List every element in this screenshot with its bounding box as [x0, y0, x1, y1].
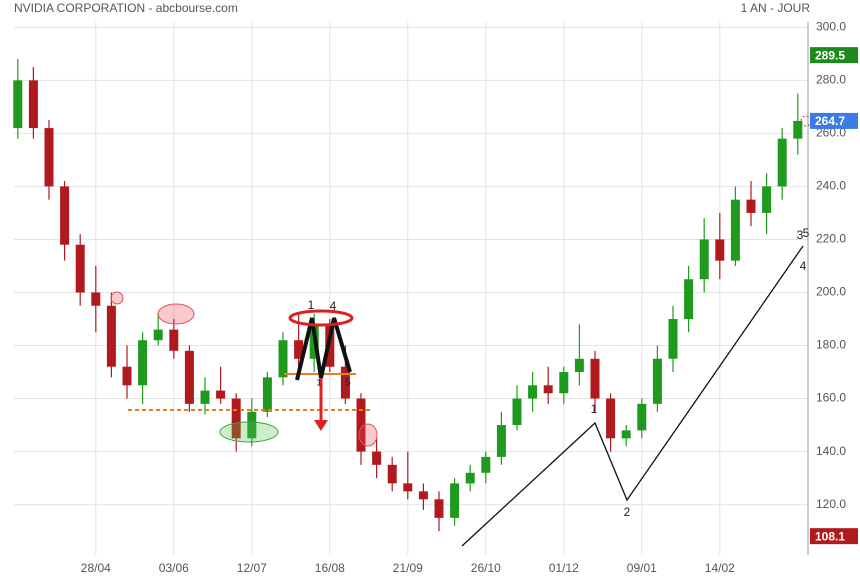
- y-tick-label: 220.0: [816, 232, 846, 246]
- chart-title: NVIDIA CORPORATION - abcbourse.com: [14, 1, 238, 15]
- candle-body: [247, 411, 257, 439]
- candle-body: [590, 358, 600, 399]
- last-marker: [800, 115, 812, 127]
- candle-body: [652, 358, 662, 404]
- price-badge-label: 264.7: [815, 114, 845, 128]
- annotation: 1: [316, 377, 321, 387]
- candle-body: [28, 80, 38, 129]
- candle-body: [465, 472, 475, 484]
- x-tick-label: 03/06: [159, 561, 189, 575]
- y-tick-label: 300.0: [816, 19, 846, 33]
- x-tick-label: 01/12: [549, 561, 579, 575]
- candle-body: [746, 199, 756, 213]
- candle-body: [372, 451, 382, 465]
- candle-body: [356, 398, 366, 452]
- y-tick-label: 280.0: [816, 73, 846, 87]
- annotation: 2: [624, 505, 631, 519]
- annotation: 5: [345, 378, 351, 389]
- grid: 120.0 140.0 160.0 180.0 200.0 220.0 240.0 260.0…: [14, 19, 846, 575]
- y-tick-label: 180.0: [816, 338, 846, 352]
- price-badge: [810, 528, 858, 545]
- arrow-head: [314, 420, 328, 431]
- annotation: 4: [330, 299, 337, 313]
- x-tick-label: 28/04: [81, 561, 111, 575]
- candle-body: [528, 385, 538, 399]
- price-badge: [810, 112, 858, 129]
- y-tick-label: 200.0: [816, 285, 846, 299]
- wave-line: [461, 245, 804, 547]
- annotation: 1: [591, 402, 598, 416]
- badges: 289.5 264.7 108.1: [810, 47, 858, 545]
- candle-body: [621, 430, 631, 439]
- x-tick-label: 12/07: [237, 561, 267, 575]
- candle-body: [106, 305, 116, 367]
- candle-body: [762, 186, 772, 213]
- candle-body: [418, 491, 428, 500]
- y-tick-label: 160.0: [816, 391, 846, 405]
- x-tick-label: 14/02: [705, 561, 735, 575]
- candle-body: [793, 120, 803, 139]
- candle-body: [278, 340, 288, 378]
- candle-body: [200, 390, 210, 404]
- candle-body: [184, 350, 194, 404]
- highlight: [157, 303, 195, 325]
- candle-body: [91, 292, 101, 306]
- y-tick-label: 120.0: [816, 497, 846, 511]
- candle-body: [512, 398, 522, 426]
- candle-body: [730, 199, 740, 261]
- candle-body: [231, 398, 241, 439]
- candle-body: [777, 138, 787, 187]
- price-badge: [810, 47, 858, 64]
- candle-body: [60, 186, 70, 245]
- candle-body: [44, 128, 54, 187]
- candle-body: [668, 318, 678, 359]
- annotation: 5: [803, 226, 810, 240]
- annotations: 1 4 1 5 1 2 3 5 4: [110, 115, 812, 547]
- x-tick-label: 09/01: [627, 561, 657, 575]
- highlight: [358, 423, 378, 447]
- candle-body: [122, 366, 132, 386]
- highlight: [110, 291, 124, 305]
- candle-body: [340, 366, 350, 399]
- x-tick-label: 21/09: [393, 561, 423, 575]
- candle-body: [138, 340, 148, 386]
- candle-body: [153, 329, 163, 341]
- candle-body: [294, 340, 304, 359]
- y-tick-label: 140.0: [816, 444, 846, 458]
- candle-body: [684, 279, 694, 319]
- y-tick-label: 260.0: [816, 126, 846, 140]
- x-tick-label: 26/10: [471, 561, 501, 575]
- candle-body: [606, 398, 616, 439]
- candle-body: [169, 329, 179, 351]
- candle-body: [403, 483, 413, 492]
- candle-body: [13, 80, 23, 129]
- highlight: [219, 421, 279, 443]
- candles: [13, 59, 803, 532]
- candle-body: [559, 372, 569, 394]
- candle-body: [450, 483, 460, 518]
- candle-body: [715, 239, 725, 261]
- price-badge-label: 108.1: [815, 529, 845, 543]
- period-label: 1 AN - JOUR: [741, 1, 811, 15]
- candle-body: [637, 403, 647, 431]
- candle-body: [699, 239, 709, 280]
- y-tick-label: 240.0: [816, 179, 846, 193]
- candle-body: [543, 385, 553, 394]
- price-badge-label: 289.5: [815, 48, 845, 62]
- candle-body: [216, 390, 226, 399]
- candle-body: [434, 499, 444, 518]
- candle-body: [75, 244, 85, 293]
- annotation: 1: [308, 298, 315, 312]
- annotation: 4: [800, 259, 807, 273]
- candle-body: [387, 464, 397, 484]
- candle-body: [481, 456, 491, 473]
- annotation: 3: [797, 228, 804, 242]
- x-tick-label: 16/08: [315, 561, 345, 575]
- candle-body: [574, 358, 584, 373]
- top-ellipse: [288, 309, 354, 327]
- candle-body: [262, 377, 272, 412]
- candle-body: [496, 425, 506, 457]
